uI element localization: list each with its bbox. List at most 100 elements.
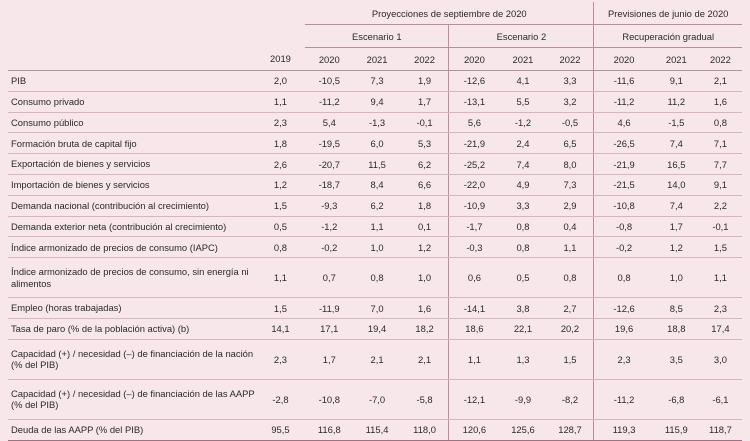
projections-table: Proyecciones de septiembre de 2020 Previ… — [8, 2, 742, 441]
table-row: Capacidad (+) / necesidad (–) de financi… — [8, 379, 742, 420]
table-cell: -12,6 — [448, 70, 500, 92]
table-cell: -0,5 — [546, 112, 594, 134]
table-cell: 18,6 — [448, 318, 500, 340]
table-cell: 1,5 — [255, 195, 306, 217]
table-row: Empleo (horas trabajadas) 1,5 -11,9 7,0 1,6-… — [8, 297, 742, 319]
table-body: PIB 2,0 -10,5 7,3 1,9 -12,6 4,1 3,3 -11,6 9,1 2,1 C… — [8, 70, 742, 441]
table-cell: 1,1 — [448, 339, 500, 380]
table-row: Capacidad (+) / necesidad (–) de financi… — [8, 339, 742, 380]
table-cell: 6,0 — [353, 132, 401, 155]
year-header: 2019 — [255, 47, 306, 71]
table-cell: 4,6 — [593, 112, 654, 134]
table-row: Demanda nacional (contribución al crecim… — [8, 195, 742, 217]
table-row: Formación bruta de capital fijo 1,8 -19,5 6… — [8, 132, 742, 155]
table-cell: 3,0 — [698, 339, 742, 380]
table-row: Índice armonizado de precios de consumo,… — [8, 257, 742, 299]
table-cell: -20,7 — [305, 153, 354, 175]
table-cell: -11,9 — [305, 297, 354, 319]
table-row: Consumo público 2,3 5,4 -1,3 -0,1 5,6 -1,2 -0,5… — [8, 112, 742, 134]
table-cell: 1,2 — [653, 236, 699, 259]
table-cell: 1,5 — [255, 297, 306, 319]
table-cell: 3,8 — [499, 297, 547, 319]
row-label: Consumo privado — [8, 91, 256, 113]
table-cell: -1,3 — [353, 112, 401, 134]
table-cell: -7,0 — [353, 379, 401, 420]
table-cell: 5,4 — [305, 112, 354, 134]
table-cell: 2,1 — [353, 339, 401, 380]
table-cell: 2,2 — [698, 195, 742, 217]
table-cell: 1,0 — [400, 257, 449, 299]
table-cell: 2,6 — [255, 153, 306, 175]
table-cell: 0,8 — [546, 257, 594, 299]
table-cell: 4,9 — [499, 174, 547, 196]
table-row: Demanda exterior neta (contribución al c… — [8, 216, 742, 238]
table-cell: -10,5 — [305, 70, 354, 92]
table-cell: -21,5 — [593, 174, 654, 196]
row-label: Exportación de bienes y servicios — [8, 153, 256, 175]
projections-table-panel: Proyecciones de septiembre de 2020 Previ… — [8, 2, 742, 441]
table-cell: 1,1 — [698, 257, 742, 299]
table-cell: 5,3 — [400, 132, 449, 155]
table-cell: 0,8 — [593, 257, 654, 299]
year-header: 2020 — [305, 47, 354, 71]
table-cell: 0,5 — [255, 216, 306, 238]
table-cell: 2,7 — [546, 297, 594, 319]
table-cell: -10,8 — [593, 195, 654, 217]
row-label: Índice armonizado de precios de consumo,… — [8, 257, 256, 299]
table-cell: 5,6 — [448, 112, 500, 134]
table-cell: -18,7 — [305, 174, 354, 196]
table-cell: 7,3 — [353, 70, 401, 92]
year-header: 2020 — [593, 47, 654, 71]
table-cell: 6,5 — [546, 132, 594, 155]
table-cell: 1,1 — [353, 216, 401, 238]
table-cell: 2,3 — [255, 112, 306, 134]
table-cell: 0,4 — [546, 216, 594, 238]
table-cell: 2,3 — [593, 339, 654, 380]
header-group-june: Previsiones de junio de 2020 — [593, 2, 742, 25]
table-cell: 1,9 — [400, 70, 449, 92]
table-cell: -1,2 — [499, 112, 547, 134]
year-header: 2022 — [546, 47, 594, 71]
table-cell: 3,3 — [499, 195, 547, 217]
table-cell: 0,8 — [499, 236, 547, 259]
table-cell: -0,8 — [593, 216, 654, 238]
header-scenario-1: Escenario 1 — [305, 24, 449, 48]
table-cell: -11,2 — [305, 91, 354, 113]
row-label: Tasa de paro (% de la población activa) … — [8, 318, 256, 340]
table-cell: 1,0 — [653, 257, 699, 299]
table-cell: 7,3 — [546, 174, 594, 196]
table-cell: -12,1 — [448, 379, 500, 420]
table-cell: 2,1 — [400, 339, 449, 380]
table-cell: 14,1 — [255, 318, 306, 340]
table-cell: -11,2 — [593, 91, 654, 113]
table-cell: -25,2 — [448, 153, 500, 175]
table-cell: -11,6 — [593, 70, 654, 92]
table-cell: 7,0 — [353, 297, 401, 319]
table-cell: 1,2 — [400, 236, 449, 259]
table-cell: 1,5 — [698, 236, 742, 259]
header-group-september: Proyecciones de septiembre de 2020 — [305, 2, 594, 25]
row-label: Capacidad (+) / necesidad (–) de financi… — [8, 379, 256, 420]
table-cell: -14,1 — [448, 297, 500, 319]
year-header: 2021 — [653, 47, 699, 71]
table-cell: -0,1 — [698, 216, 742, 238]
table-cell: -1,7 — [448, 216, 500, 238]
table-cell: 4,1 — [499, 70, 547, 92]
table-cell: -0,3 — [448, 236, 500, 259]
table-cell: 8,0 — [546, 153, 594, 175]
year-header: 2021 — [353, 47, 401, 71]
table-cell: 2,0 — [255, 70, 306, 92]
table-cell: -1,2 — [305, 216, 354, 238]
header-scenario-row: Escenario 1 Escenario 2 Recuperación gra… — [8, 24, 742, 48]
table-cell: 6,2 — [353, 195, 401, 217]
table-cell: 6,6 — [400, 174, 449, 196]
table-cell: 19,4 — [353, 318, 401, 340]
row-label: PIB — [8, 70, 256, 92]
table-cell: 3,3 — [546, 70, 594, 92]
table-cell: 8,5 — [653, 297, 699, 319]
year-header: 2022 — [400, 47, 449, 71]
table-cell: 1,1 — [255, 91, 306, 113]
table-cell: -0,1 — [400, 112, 449, 134]
table-cell: 9,1 — [653, 70, 699, 92]
table-cell: 0,7 — [305, 257, 354, 299]
